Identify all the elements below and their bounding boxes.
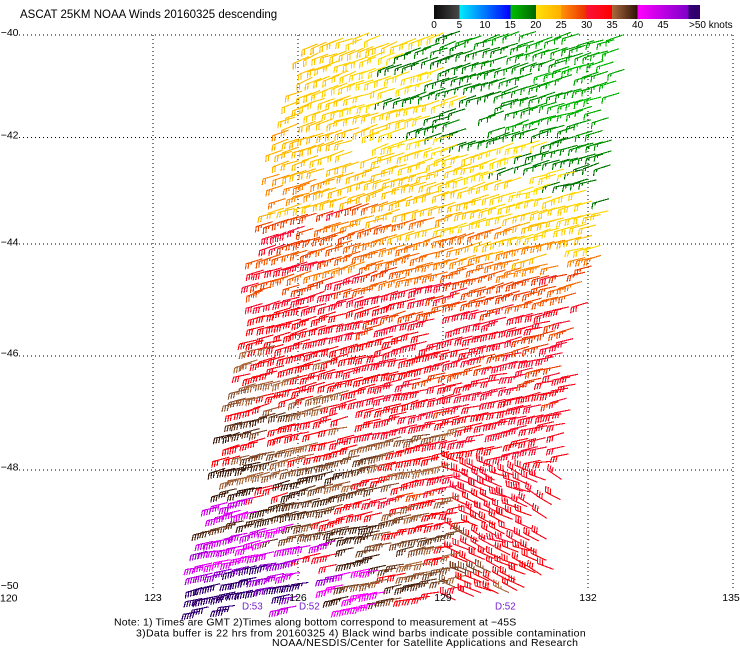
- svg-text:D:52: D:52: [495, 602, 516, 613]
- svg-text:135: 135: [722, 592, 740, 604]
- svg-text:132: 132: [579, 592, 597, 604]
- svg-text:20: 20: [530, 20, 542, 31]
- svg-text:−42: −42: [1, 129, 19, 141]
- svg-text:D:53: D:53: [242, 602, 263, 613]
- svg-text:−46: −46: [1, 348, 19, 360]
- svg-text:40: 40: [632, 20, 644, 31]
- svg-text:Note: 1) Times are GMT 2)Times: Note: 1) Times are GMT 2)Times along bot…: [114, 616, 516, 628]
- svg-text:NOAA/NESDIS/Center for Satelli: NOAA/NESDIS/Center for Satellite Applica…: [272, 637, 578, 649]
- svg-text:120: 120: [0, 592, 18, 604]
- svg-text:123: 123: [144, 592, 162, 604]
- svg-text:10: 10: [479, 20, 491, 31]
- svg-text:−50: −50: [1, 580, 19, 592]
- svg-text:>50 knots: >50 knots: [689, 20, 733, 31]
- svg-text:D:52: D:52: [299, 602, 320, 613]
- svg-text:0: 0: [431, 20, 437, 31]
- svg-text:45: 45: [657, 20, 669, 31]
- svg-text:ASCAT 25KM NOAA Winds 20160325: ASCAT 25KM NOAA Winds 20160325 descendin…: [20, 9, 277, 21]
- svg-text:3)Data buffer is 22 hrs from 2: 3)Data buffer is 22 hrs from 20160325 4)…: [136, 628, 586, 640]
- svg-text:25: 25: [556, 20, 568, 31]
- svg-text:5: 5: [457, 20, 463, 31]
- svg-text:15: 15: [505, 20, 517, 31]
- svg-text:35: 35: [607, 20, 619, 31]
- svg-text:126: 126: [289, 592, 307, 604]
- svg-text:−44: −44: [1, 236, 19, 248]
- svg-text:−40: −40: [1, 27, 19, 39]
- svg-text:−48: −48: [1, 462, 19, 474]
- svg-text:129: 129: [434, 592, 452, 604]
- svg-text:30: 30: [581, 20, 593, 31]
